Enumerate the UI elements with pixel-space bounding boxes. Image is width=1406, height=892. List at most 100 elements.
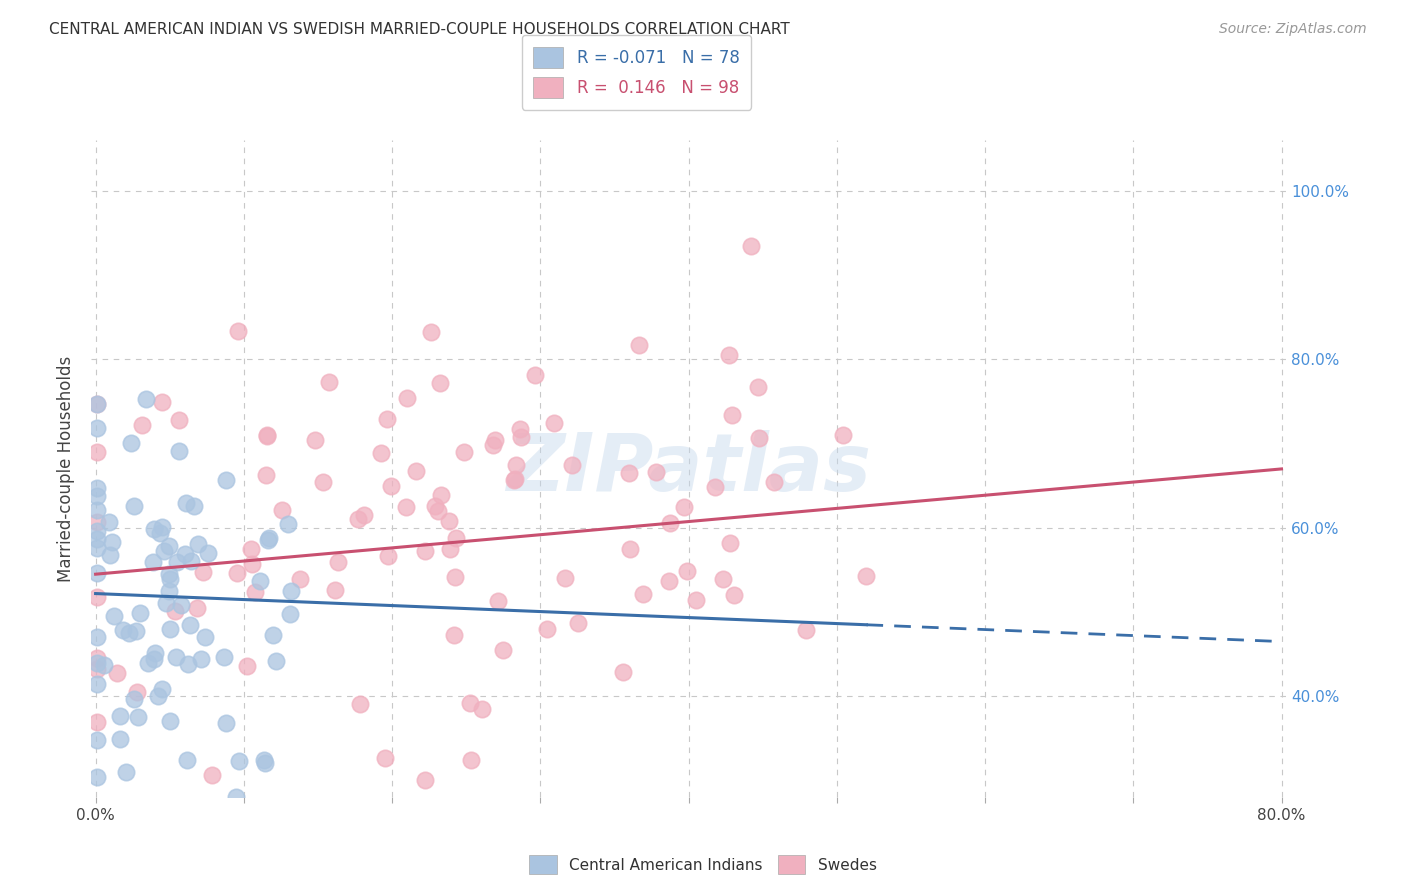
Point [152,544,174,558]
Point [166,555,188,569]
Point [215,715,238,730]
Text: ZIPatlas: ZIPatlas [506,430,872,508]
Y-axis label: Married-couple Households: Married-couple Households [58,356,75,582]
Point [157,539,180,553]
Point [183,499,205,513]
Point [86,397,108,411]
Point [86,515,108,529]
Point [430,488,453,502]
Legend: R = -0.071   N = 78, R =  0.146   N = 98: R = -0.071 N = 78, R = 0.146 N = 98 [522,35,751,110]
Point [131,417,153,432]
Point [627,338,650,352]
Point [86,541,108,556]
Point [150,520,173,534]
Point [128,607,150,621]
Point [86,503,108,517]
Point [567,616,589,631]
Point [658,516,681,530]
Point [443,628,465,642]
Point [125,624,148,638]
Point [145,646,167,660]
Point [704,480,727,494]
Point [645,465,668,479]
Point [177,657,200,671]
Point [831,428,853,442]
Point [186,600,208,615]
Point [502,473,524,487]
Point [127,710,149,724]
Point [509,421,531,435]
Point [524,368,547,383]
Point [86,533,108,547]
Point [86,733,108,747]
Point [484,433,506,447]
Point [142,555,165,569]
Point [458,696,481,710]
Point [149,525,172,540]
Point [86,421,108,435]
Point [658,574,681,589]
Point [612,665,634,679]
Point [155,596,177,610]
Point [157,566,180,581]
Point [253,756,276,770]
Point [426,504,449,518]
Point [439,541,461,556]
Point [380,479,402,493]
Text: CENTRAL AMERICAN INDIAN VS SWEDISH MARRIED-COUPLE HOUSEHOLDS CORRELATION CHART: CENTRAL AMERICAN INDIAN VS SWEDISH MARRI… [49,22,790,37]
Point [256,428,278,442]
Point [110,709,132,723]
Point [201,768,224,782]
Point [150,681,173,696]
Point [717,349,740,363]
Point [254,468,277,483]
Point [453,444,475,458]
Point [486,593,509,607]
Point [794,623,817,637]
Point [446,531,468,545]
Point [444,569,467,583]
Point [225,790,247,805]
Point [415,544,437,558]
Point [720,409,742,423]
Point [180,554,202,568]
Point [763,475,786,489]
Point [86,656,108,670]
Point [236,659,259,673]
Point [212,650,235,665]
Point [157,583,180,598]
Point [252,753,274,767]
Point [290,572,312,586]
Point [167,443,190,458]
Point [617,466,640,480]
Point [747,380,769,394]
Point [86,590,108,604]
Point [159,622,181,636]
Point [312,475,335,489]
Point [395,391,418,405]
Point [748,431,770,445]
Point [176,496,198,510]
Point [159,572,181,586]
Point [278,607,301,622]
Point [118,625,141,640]
Point [225,566,247,580]
Point [713,572,735,586]
Point [855,568,877,582]
Point [619,541,641,556]
Point [136,656,159,670]
Point [256,533,278,547]
Point [228,754,250,768]
Point [108,731,131,746]
Point [415,773,437,788]
Point [86,445,108,459]
Point [510,430,533,444]
Point [86,566,108,580]
Point [187,537,209,551]
Legend: Central American Indians, Swedes: Central American Indians, Swedes [523,849,883,880]
Text: Source: ZipAtlas.com: Source: ZipAtlas.com [1219,22,1367,37]
Point [262,628,284,642]
Point [375,412,398,426]
Point [672,500,695,515]
Point [543,416,565,430]
